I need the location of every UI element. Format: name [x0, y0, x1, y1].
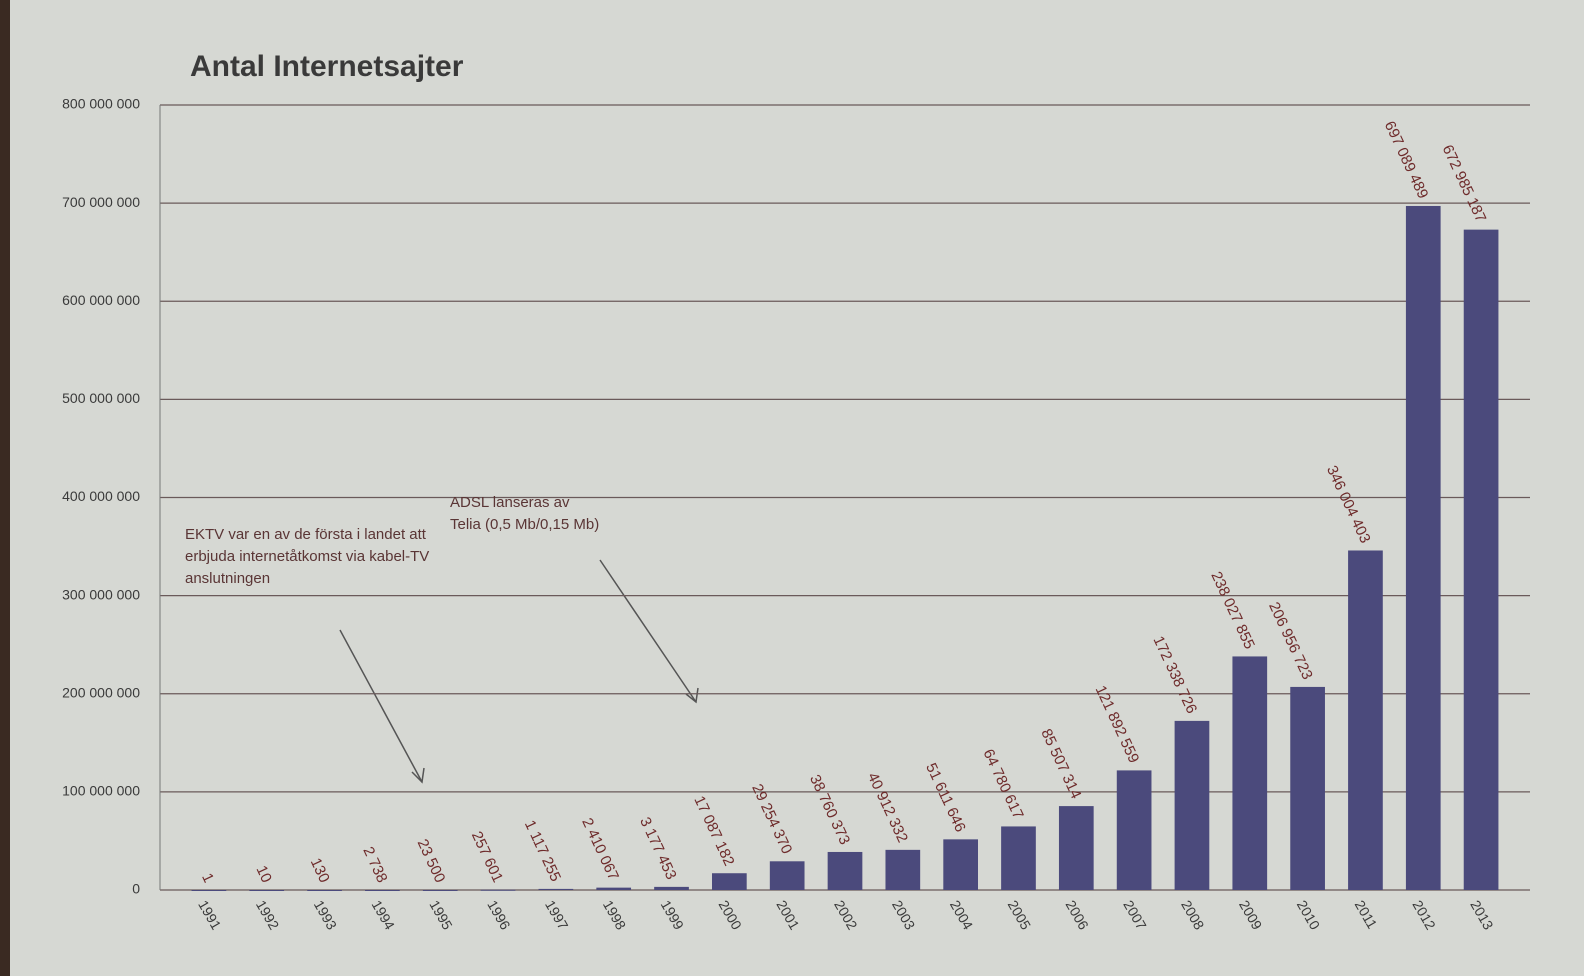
- bar: [1232, 656, 1267, 890]
- x-tick-label: 2005: [1005, 897, 1035, 932]
- y-tick-label: 700 000 000: [62, 194, 140, 210]
- bar: [654, 887, 689, 890]
- bar: [1117, 770, 1152, 890]
- bar: [423, 890, 458, 891]
- y-tick-label: 800 000 000: [62, 96, 140, 112]
- value-label: 1 117 255: [521, 818, 564, 885]
- x-tick-label: 1993: [311, 897, 341, 932]
- page: Antal Internetsajter 0 100 000 000 200 000…: [0, 0, 1584, 976]
- value-label: 346 004 403: [1323, 463, 1374, 546]
- value-label: 130: [307, 855, 333, 885]
- bar: [192, 890, 227, 891]
- y-tick-label: 200 000 000: [62, 684, 140, 700]
- x-tick-label: 1999: [658, 897, 688, 932]
- bar: [1059, 806, 1094, 890]
- x-tick-label: 2004: [947, 897, 977, 932]
- value-label: 64 780 617: [980, 747, 1027, 822]
- x-tick-label: 2013: [1467, 897, 1497, 932]
- x-tick-label: 2000: [716, 897, 746, 932]
- value-label: 172 338 726: [1149, 633, 1200, 716]
- x-tick-label: 2001: [773, 897, 803, 932]
- bar: [770, 861, 805, 890]
- chart: Antal Internetsajter 0 100 000 000 200 000…: [0, 0, 1584, 976]
- x-tick-label: 1997: [542, 897, 572, 932]
- value-label: 2 738: [359, 844, 390, 885]
- bar: [249, 890, 284, 891]
- y-tick-label: 300 000 000: [62, 586, 140, 602]
- y-tick-label: 600 000 000: [62, 292, 140, 308]
- value-label: 257 601: [468, 829, 506, 885]
- x-tick-label: 2002: [831, 897, 861, 932]
- y-tick-label: 500 000 000: [62, 390, 140, 406]
- annotation: EKTV var en av de första i landet att er…: [185, 524, 430, 590]
- x-tick-label: 2011: [1352, 897, 1381, 931]
- value-label: 1: [198, 871, 217, 886]
- x-tick-label: 1996: [484, 897, 514, 932]
- bar: [307, 890, 342, 891]
- value-label: 40 912 332: [864, 770, 911, 845]
- x-tick-label: 2006: [1062, 897, 1092, 932]
- x-tick-label: 1991: [195, 897, 225, 932]
- value-label: 672 985 187: [1439, 142, 1490, 225]
- y-tick-label: 100 000 000: [62, 783, 140, 799]
- bar: [828, 852, 863, 890]
- bar: [539, 889, 574, 890]
- bar: [481, 890, 516, 891]
- bar: [1001, 826, 1036, 890]
- value-label: 51 611 646: [922, 761, 969, 835]
- x-tick-label: 2003: [889, 897, 919, 932]
- x-tick-label: 1992: [253, 897, 283, 932]
- bar: [365, 890, 400, 891]
- x-tick-label: 2010: [1294, 897, 1324, 932]
- value-label: 2 410 067: [578, 815, 622, 883]
- value-label: 697 089 489: [1381, 119, 1432, 202]
- x-tick-label: 2012: [1409, 897, 1439, 932]
- bar: [943, 839, 978, 890]
- annotation: ADSL lanseras av Telia (0,5 Mb/0,15 Mb): [450, 492, 600, 536]
- x-tick-label: 1994: [369, 897, 399, 932]
- value-label: 3 177 453: [636, 815, 680, 883]
- y-tick-label: 400 000 000: [62, 488, 140, 504]
- x-tick-label: 2008: [1178, 897, 1208, 932]
- bar: [1348, 550, 1383, 890]
- y-tick-label: 0: [132, 881, 140, 897]
- value-label: 238 027 855: [1207, 569, 1258, 652]
- value-label: 10: [252, 863, 274, 885]
- value-label: 85 507 314: [1037, 726, 1084, 801]
- bar: [1290, 687, 1325, 890]
- value-label: 23 500: [414, 837, 449, 886]
- bar: [596, 888, 631, 890]
- value-label: 29 254 370: [748, 781, 795, 856]
- chart-title: Antal Internetsajter: [190, 50, 464, 83]
- value-label: 17 087 182: [690, 793, 737, 868]
- x-tick-label: 2007: [1120, 897, 1150, 932]
- bar: [885, 850, 920, 890]
- x-tick-label: 2009: [1236, 897, 1266, 932]
- bar: [1175, 721, 1210, 890]
- x-tick-label: 1995: [426, 897, 456, 932]
- bar: [1406, 206, 1441, 890]
- value-label: 38 760 373: [806, 772, 853, 847]
- frame-edge: [0, 0, 10, 976]
- arrows: [340, 560, 698, 782]
- value-label: 206 956 723: [1265, 600, 1316, 683]
- value-label: 121 892 559: [1092, 683, 1143, 766]
- bar: [712, 873, 747, 890]
- bar: [1464, 230, 1499, 890]
- x-tick-label: 1998: [600, 897, 630, 932]
